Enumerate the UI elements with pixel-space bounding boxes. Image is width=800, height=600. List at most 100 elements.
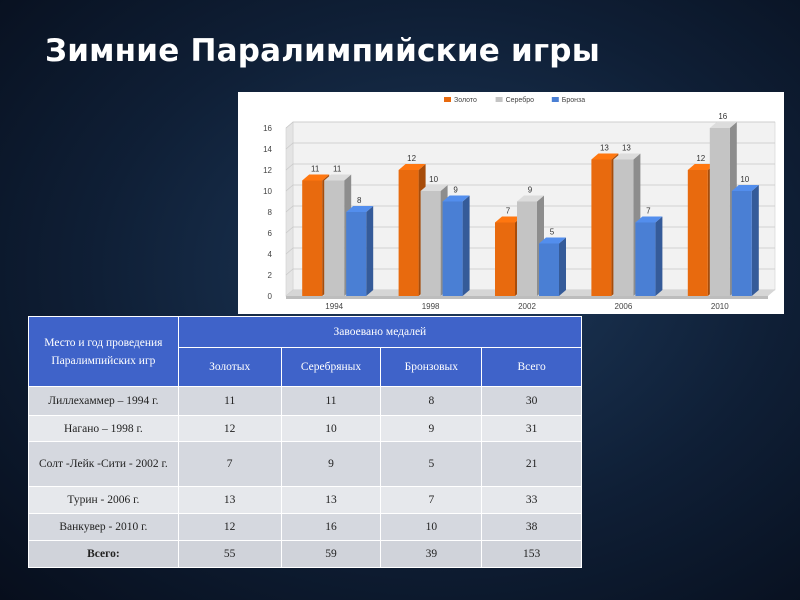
cell-total: 21 <box>481 441 582 487</box>
x-tick-label: 2002 <box>518 302 536 311</box>
bar <box>731 191 752 296</box>
gridline <box>285 121 775 129</box>
bar-top <box>709 122 737 128</box>
cell-silver: 9 <box>280 441 382 487</box>
cell-gold: 11 <box>177 386 282 416</box>
cell-place: Солт -Лейк -Сити - 2002 г. <box>28 441 179 487</box>
legend-swatch <box>551 97 559 102</box>
cell-bronze: 39 <box>380 540 483 568</box>
bar-side <box>559 237 566 296</box>
bar-top <box>613 153 641 160</box>
x-tick-label: 2010 <box>711 302 729 311</box>
cell-place: Лиллехаммер – 1994 г. <box>28 386 179 416</box>
header-won: Завоевано медалей <box>177 316 583 348</box>
y-tick-label: 0 <box>268 292 273 301</box>
bar <box>517 201 537 296</box>
table-row: Ванкувер - 2010 г. 12 16 10 38 <box>28 513 582 541</box>
cell-total: 153 <box>481 540 582 568</box>
data-label: 9 <box>453 186 458 195</box>
y-tick-label: 2 <box>268 271 273 280</box>
bar-side <box>751 185 759 296</box>
x-tick-label: 1998 <box>422 302 440 311</box>
bar <box>613 159 634 296</box>
bar-chart: 0 2 4 6 8 10 12 14 16 11 11 8 12 10 9 7 9 5 13 13 7 12 16 10 1… <box>263 96 776 311</box>
legend-swatch <box>444 97 451 102</box>
bar <box>420 191 441 296</box>
cell-gold: 7 <box>177 441 282 487</box>
bar <box>635 222 656 296</box>
data-label: 12 <box>407 154 416 163</box>
cell-gold: 12 <box>177 513 282 541</box>
bar-side <box>366 206 374 296</box>
data-label: 5 <box>550 228 555 237</box>
bar-top <box>687 164 715 170</box>
col-header-total: Всего <box>481 347 582 387</box>
bar <box>709 128 730 296</box>
legend-label: Бронза <box>562 97 585 104</box>
data-label: 10 <box>429 175 438 184</box>
y-tick-label: 8 <box>268 208 273 217</box>
bar-top <box>398 164 426 170</box>
data-labels: 11 11 8 12 10 9 7 9 5 13 13 7 12 16 10 <box>311 112 750 237</box>
data-label: 13 <box>600 144 609 153</box>
bar-top <box>495 216 522 223</box>
y-tick-label: 6 <box>268 229 273 238</box>
bar-top <box>442 195 470 202</box>
cell-gold: 13 <box>177 486 282 514</box>
bar <box>346 212 367 296</box>
y-tick-label: 14 <box>263 145 272 154</box>
chart-floor-edge <box>286 296 768 299</box>
cell-place: Ванкувер - 2010 г. <box>28 513 179 541</box>
bar-top <box>517 195 544 202</box>
legend-label: Серебро <box>506 96 535 104</box>
y-tick-label: 12 <box>263 166 272 175</box>
medals-table: Место и год проведения Паралимпийских иг… <box>28 316 583 568</box>
cell-place: Нагано – 1998 г. <box>28 415 179 442</box>
chart-legend: Золото Серебро Бронза <box>444 96 585 104</box>
slide-title: Зимние Паралимпийские игры <box>45 33 600 69</box>
bar-top <box>731 185 759 191</box>
bar-top <box>302 174 330 181</box>
bar <box>398 170 419 296</box>
cell-silver: 59 <box>280 540 382 568</box>
bar <box>495 222 515 296</box>
bar-top <box>420 185 448 191</box>
data-label: 11 <box>333 165 342 174</box>
cell-bronze: 8 <box>380 386 483 416</box>
cell-silver: 16 <box>280 513 382 541</box>
col-header-gold: Золотых <box>177 347 282 387</box>
cell-bronze: 10 <box>380 513 483 541</box>
header-place: Место и год проведения Паралимпийских иг… <box>28 316 179 387</box>
bar-top <box>324 174 352 181</box>
bar-side <box>655 216 663 296</box>
bar-top <box>591 153 619 160</box>
cell-total: 33 <box>481 486 582 514</box>
data-label: 8 <box>357 196 362 205</box>
col-header-bronze: Бронзовых <box>380 347 483 387</box>
bar-top <box>635 216 663 223</box>
data-label: 7 <box>506 207 511 216</box>
bar <box>591 159 612 296</box>
col-header-silver: Серебряных <box>280 347 382 387</box>
x-tick-labels: 1994 1998 2002 2006 2010 <box>325 302 729 311</box>
bar <box>442 201 463 296</box>
table-row: Нагано – 1998 г. 12 10 9 31 <box>28 415 582 442</box>
cell-silver: 13 <box>280 486 382 514</box>
cell-gold: 12 <box>177 415 282 442</box>
bar-top <box>539 237 566 244</box>
legend-label: Золото <box>454 97 477 104</box>
cell-silver: 11 <box>280 386 382 416</box>
y-tick-label: 4 <box>268 250 273 259</box>
x-tick-label: 2006 <box>615 302 633 311</box>
bar-side <box>462 195 470 296</box>
data-label: 16 <box>718 112 727 121</box>
bar-top <box>346 206 374 212</box>
data-label: 13 <box>622 144 631 153</box>
data-label: 10 <box>740 175 749 184</box>
cell-bronze: 5 <box>380 441 483 487</box>
cell-gold: 55 <box>177 540 282 568</box>
cell-total: 30 <box>481 386 582 416</box>
x-tick-label: 1994 <box>325 302 343 311</box>
data-label: 7 <box>646 207 651 216</box>
bar <box>324 180 345 296</box>
